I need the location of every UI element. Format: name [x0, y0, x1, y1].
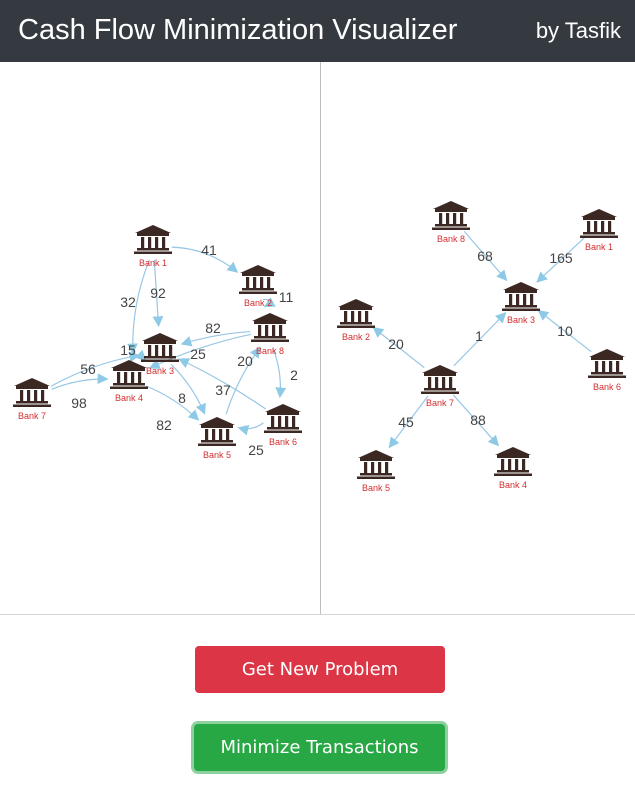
- edge-b7-to-b3[interactable]: [453, 311, 507, 367]
- orig-edges: [50, 246, 287, 436]
- edge-amount-b3-to-b5: 8: [178, 390, 186, 406]
- node-b5-bank-icon[interactable]: Bank 5: [357, 450, 395, 493]
- minimized-graph-canvas[interactable]: Bank 8 Bank 1 Bank 3 Bank 2 Bank 6 Bank 7 Bank…: [321, 62, 635, 615]
- edge-b7-to-b4[interactable]: [51, 373, 109, 390]
- minimize-transactions-button[interactable]: Minimize Transactions: [194, 724, 445, 771]
- node-b1-label: Bank 1: [139, 258, 167, 268]
- node-b7-bank-icon[interactable]: Bank 7: [421, 365, 459, 408]
- original-graph-panel[interactable]: Bank 1 Bank 2 Bank 3 Bank 4 Bank 5 Bank 6 Bank…: [0, 62, 320, 615]
- node-b7-bank-icon[interactable]: Bank 7: [13, 378, 51, 421]
- node-b7-label: Bank 7: [426, 398, 454, 408]
- node-b6-bank-icon[interactable]: Bank 6: [588, 349, 626, 392]
- node-b6-label: Bank 6: [593, 382, 621, 392]
- edge-b8-to-b6[interactable]: [272, 347, 287, 399]
- node-b3-bank-icon[interactable]: Bank 3: [141, 333, 179, 376]
- edge-amount-b7-to-b5: 45: [398, 414, 414, 430]
- edge-b7-to-b2[interactable]: [372, 326, 425, 369]
- node-b3-bank-icon[interactable]: Bank 3: [502, 282, 540, 325]
- section-divider: [0, 614, 635, 615]
- edge-amount-b6-to-b3: 37: [215, 382, 231, 398]
- node-b2-label: Bank 2: [342, 332, 370, 342]
- edge-b6-to-b3[interactable]: [178, 358, 267, 410]
- edge-b7-to-b5[interactable]: [388, 395, 429, 449]
- edge-amount-b1-to-b3: 92: [150, 285, 166, 301]
- node-b2-label: Bank 2: [244, 298, 272, 308]
- edge-b8-to-b3[interactable]: [180, 330, 251, 347]
- node-b8-bank-icon[interactable]: Bank 8: [432, 201, 470, 244]
- edge-amount-b6-to-b3: 10: [557, 323, 573, 339]
- node-b4-bank-icon[interactable]: Bank 4: [110, 360, 148, 403]
- edge-amount-b1-to-b3: 165: [549, 250, 573, 266]
- edge-amount-b7-to-b3: 56: [80, 361, 96, 377]
- node-b8-bank-icon[interactable]: Bank 8: [251, 313, 289, 356]
- app-title: Cash Flow Minimization Visualizer: [18, 14, 458, 46]
- edge-b1-to-b3[interactable]: [152, 259, 164, 328]
- edge-b6-to-b5[interactable]: [237, 422, 264, 436]
- node-b6-bank-icon[interactable]: Bank 6: [264, 404, 302, 447]
- node-b8-label: Bank 8: [437, 234, 465, 244]
- edge-amount-b8-to-b3: 82: [205, 320, 221, 336]
- panel-divider: [320, 62, 321, 615]
- edge-b8-to-b4[interactable]: [148, 333, 252, 369]
- node-b2-bank-icon[interactable]: Bank 2: [239, 265, 277, 308]
- edge-amount-b7-to-b3: 1: [475, 328, 483, 344]
- edge-b7-to-b3[interactable]: [50, 351, 141, 387]
- node-b1-bank-icon[interactable]: Bank 1: [580, 209, 618, 252]
- node-b8-label: Bank 8: [256, 346, 284, 356]
- node-b7-label: Bank 7: [18, 411, 46, 421]
- node-b5-label: Bank 5: [203, 450, 231, 460]
- node-b1-label: Bank 1: [585, 242, 613, 252]
- edge-amount-b8-to-b6: 2: [290, 367, 298, 383]
- edge-amount-b1-to-b2: 41: [201, 242, 217, 258]
- edge-amount-b7-to-b4: 98: [71, 395, 87, 411]
- node-b6-label: Bank 6: [269, 437, 297, 447]
- edge-b1-to-b4[interactable]: [127, 259, 151, 355]
- node-b4-label: Bank 4: [499, 480, 527, 490]
- edge-amount-b5-to-b8: 20: [237, 353, 253, 369]
- node-b5-label: Bank 5: [362, 483, 390, 493]
- edge-amount-b4-to-b5: 82: [156, 417, 172, 433]
- node-b1-bank-icon[interactable]: Bank 1: [134, 225, 172, 268]
- edge-b4-to-b5[interactable]: [145, 385, 200, 421]
- original-graph-canvas[interactable]: Bank 1 Bank 2 Bank 3 Bank 4 Bank 5 Bank 6 Bank…: [0, 62, 320, 615]
- edge-amount-b2-to-b8: 11: [279, 289, 294, 305]
- edge-amount-b3-to-b4: 15: [120, 342, 136, 358]
- node-b4-label: Bank 4: [115, 393, 143, 403]
- node-b4-bank-icon[interactable]: Bank 4: [494, 447, 532, 490]
- edge-amount-b6-to-b5: 25: [248, 442, 264, 458]
- node-b2-bank-icon[interactable]: Bank 2: [337, 299, 375, 342]
- node-b5-bank-icon[interactable]: Bank 5: [198, 417, 236, 460]
- edge-b1-to-b2[interactable]: [171, 246, 239, 273]
- edge-amount-b7-to-b2: 20: [388, 336, 404, 352]
- node-b3-label: Bank 3: [146, 366, 174, 376]
- edge-amount-b7-to-b4: 88: [470, 412, 486, 428]
- edge-b7-to-b4[interactable]: [452, 394, 500, 447]
- edge-amount-b8-to-b4: 25: [190, 346, 206, 362]
- edge-amount-b1-to-b4: 32: [120, 294, 136, 310]
- edge-b2-to-b8[interactable]: [262, 297, 276, 308]
- min-edges: [372, 230, 592, 449]
- edge-amount-b8-to-b3: 68: [477, 248, 493, 264]
- edge-b1-to-b3[interactable]: [536, 237, 585, 283]
- edge-b8-to-b3[interactable]: [463, 230, 508, 282]
- author-credit: by Tasfik: [535, 18, 621, 43]
- app-header: Cash Flow Minimization Visualizer by Tas…: [0, 0, 635, 62]
- minimized-graph-panel[interactable]: Bank 8 Bank 1 Bank 3 Bank 2 Bank 6 Bank 7 Bank…: [321, 62, 635, 615]
- edge-b5-to-b8[interactable]: [225, 346, 261, 415]
- node-b3-label: Bank 3: [507, 315, 535, 325]
- edge-b3-to-b5[interactable]: [170, 364, 206, 415]
- edge-b6-to-b3[interactable]: [537, 309, 592, 353]
- get-new-problem-button[interactable]: Get New Problem: [195, 646, 445, 693]
